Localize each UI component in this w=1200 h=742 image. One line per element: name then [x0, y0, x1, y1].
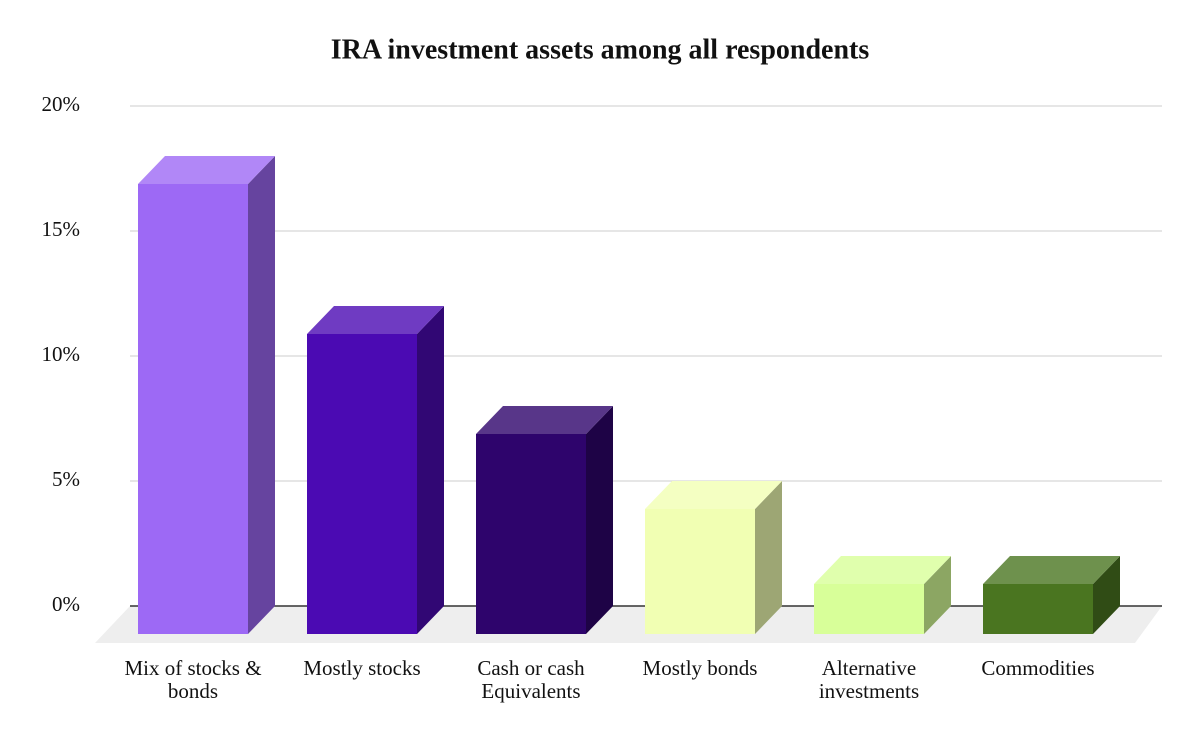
bar-side: [924, 556, 951, 634]
x-tick-label: Alternative investments: [818, 656, 920, 703]
x-tick-label: Mostly stocks: [303, 656, 421, 680]
chart-title: IRA investment assets among all responde…: [331, 34, 870, 65]
bar: [138, 156, 275, 634]
bar-side: [586, 406, 613, 634]
bar-top: [645, 481, 782, 509]
bar-top: [814, 556, 951, 584]
bar-top: [476, 406, 613, 434]
bar: [645, 481, 782, 634]
bar-side: [1093, 556, 1120, 634]
bar: [476, 406, 613, 634]
bar-top: [307, 306, 444, 334]
bar-front: [814, 584, 924, 634]
bar-front: [307, 334, 417, 634]
bar-top: [138, 156, 275, 184]
bar: [307, 306, 444, 634]
bar-front: [983, 584, 1093, 634]
bar: [983, 556, 1120, 634]
bar-side: [755, 481, 782, 634]
bar-front: [645, 509, 755, 634]
bar-front: [476, 434, 586, 634]
x-tick-label: Commodities: [981, 656, 1095, 680]
y-tick-label: 5%: [52, 467, 80, 491]
x-tick-label: Mostly bonds: [642, 656, 758, 680]
bar: [814, 556, 951, 634]
bar-side: [248, 156, 275, 634]
y-tick-label: 20%: [42, 92, 81, 116]
y-tick-label: 10%: [42, 342, 81, 366]
x-tick-label: Mix of stocks & bonds: [124, 656, 262, 703]
bar-front: [138, 184, 248, 634]
y-tick-label: 0%: [52, 592, 80, 616]
bar-top: [983, 556, 1120, 584]
x-tick-label: Cash or cash Equivalents: [477, 656, 585, 703]
y-tick-label: 15%: [42, 217, 81, 241]
bar-side: [417, 306, 444, 634]
